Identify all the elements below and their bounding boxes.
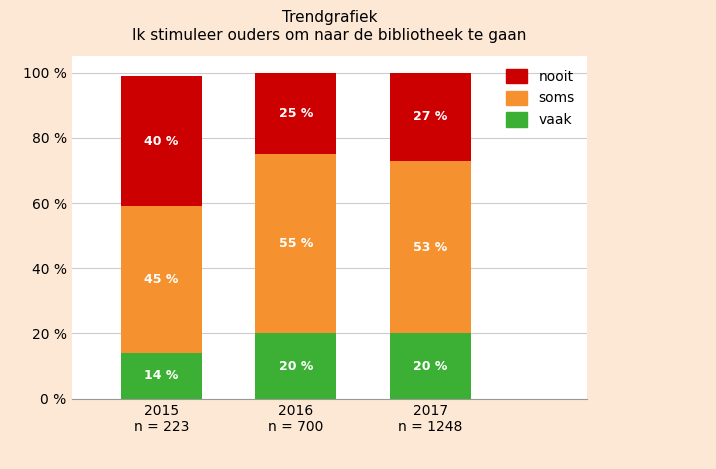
Text: 55 %: 55 % bbox=[279, 237, 313, 250]
Bar bbox=[256, 333, 336, 399]
Text: 27 %: 27 % bbox=[413, 110, 448, 123]
Text: 40 %: 40 % bbox=[144, 135, 178, 148]
Text: 25 %: 25 % bbox=[279, 107, 313, 120]
Text: 53 %: 53 % bbox=[413, 241, 448, 254]
Legend: nooit, soms, vaak: nooit, soms, vaak bbox=[501, 63, 580, 133]
Text: 45 %: 45 % bbox=[144, 273, 178, 286]
Bar bbox=[256, 73, 336, 154]
Title: Trendgrafiek
Ik stimuleer ouders om naar de bibliotheek te gaan: Trendgrafiek Ik stimuleer ouders om naar… bbox=[132, 10, 526, 43]
Bar bbox=[121, 76, 202, 206]
Text: 20 %: 20 % bbox=[279, 360, 313, 372]
Bar bbox=[121, 353, 202, 399]
Bar bbox=[121, 206, 202, 353]
Bar bbox=[256, 154, 336, 333]
Text: 20 %: 20 % bbox=[413, 360, 448, 372]
Text: 14 %: 14 % bbox=[144, 369, 178, 382]
Bar bbox=[390, 333, 470, 399]
Bar bbox=[390, 160, 470, 333]
Bar bbox=[390, 73, 470, 160]
